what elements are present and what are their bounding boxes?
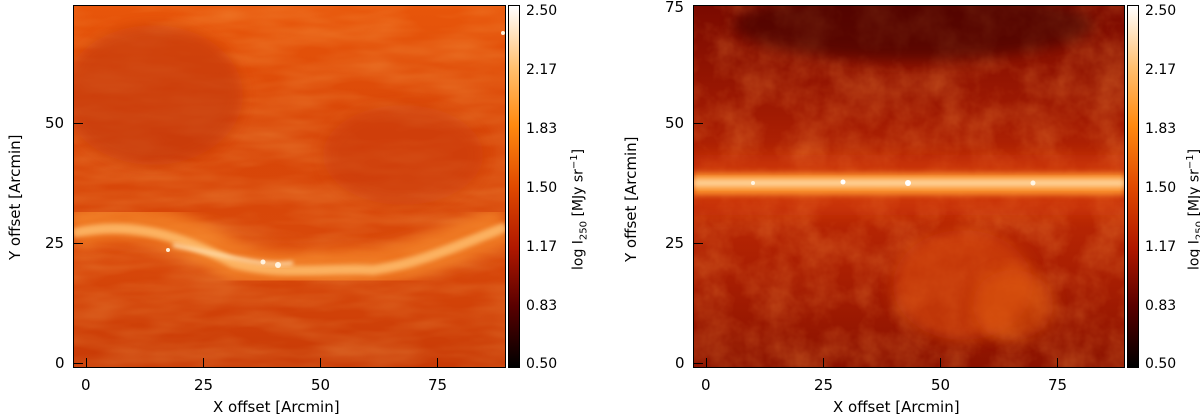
left-ytick-label: 25 <box>45 234 65 252</box>
left-colorbar-tick-label: 0.83 <box>526 298 558 314</box>
right-xtick-label: 25 <box>814 376 834 394</box>
colorbar-title-unit: [MJy sr <box>1186 169 1200 217</box>
left-xtick <box>203 358 204 368</box>
right-ytick-label: 0 <box>675 354 685 372</box>
left-x-axis-title: X offset [Arcmin] <box>213 398 340 416</box>
right-ytick-label: 25 <box>665 234 685 252</box>
left-colorbar <box>508 5 520 368</box>
left-colorbar-tick-label: 1.17 <box>526 239 558 255</box>
colorbar-title-end: ] <box>570 148 587 155</box>
colorbar-title-sup: −1 <box>569 154 580 170</box>
left-xtick <box>320 358 321 368</box>
left-colorbar-tick-label: 2.50 <box>526 3 558 19</box>
left-map-svg <box>73 5 506 368</box>
right-colorbar-tick-label: 0.50 <box>1145 356 1177 372</box>
left-ytick-label: 50 <box>45 114 65 132</box>
right-xtick <box>823 358 824 368</box>
right-colorbar <box>1127 5 1139 368</box>
right-colorbar-tick-label: 0.83 <box>1145 298 1177 314</box>
right-xtick-label: 75 <box>1048 376 1068 394</box>
right-ytick <box>693 243 703 244</box>
right-map-svg <box>693 5 1125 368</box>
colorbar-title-end: ] <box>1187 149 1200 154</box>
left-xtick-label: 0 <box>81 376 91 394</box>
colorbar-title-sub: 250 <box>1194 220 1200 241</box>
right-y-axis-title: Y offset [Arcmin] <box>622 136 640 262</box>
right-panel: 0 25 50 75 X offset [Arcmin] 0 25 50 75 … <box>600 0 1200 419</box>
right-xtick-label: 0 <box>701 376 711 394</box>
left-xtick <box>437 358 438 368</box>
left-ytick <box>73 123 83 124</box>
left-colorbar-tick-label: 1.83 <box>526 121 558 137</box>
left-xtick-label: 50 <box>311 376 331 394</box>
left-panel: 0 25 50 75 X offset [Arcmin] 0 25 50 Y o… <box>6 3 591 416</box>
left-colorbar-tick-label: 0.50 <box>526 356 558 372</box>
right-colorbar-tick-label: 1.50 <box>1145 180 1177 196</box>
left-colorbar-tick-label: 2.17 <box>526 62 558 78</box>
right-ytick <box>693 5 703 6</box>
right-xtick-label: 50 <box>931 376 951 394</box>
right-colorbar-tick-label: 2.50 <box>1145 3 1177 19</box>
right-map-image <box>693 5 1125 368</box>
right-colorbar-title: log I250 [MJy sr−1] <box>1184 149 1200 270</box>
colorbar-title-main: log I <box>1186 240 1200 270</box>
left-ytick-label: 0 <box>55 354 65 372</box>
right-ytick-label: 75 <box>665 0 685 16</box>
left-colorbar-tick-label: 1.50 <box>526 180 558 196</box>
right-colorbar-tick-label: 1.17 <box>1145 239 1177 255</box>
left-xtick-label: 25 <box>194 376 214 394</box>
colorbar-title-main: log I <box>570 240 587 270</box>
left-xtick <box>86 358 87 368</box>
right-x-axis-title: X offset [Arcmin] <box>833 398 960 416</box>
colorbar-title-sup: −1 <box>1185 154 1196 170</box>
right-colorbar-tick-label: 1.83 <box>1145 121 1177 137</box>
right-xtick <box>706 358 707 368</box>
left-xtick-label: 75 <box>428 376 448 394</box>
right-xtick <box>940 358 941 368</box>
right-ytick-label: 50 <box>665 114 685 132</box>
left-y-axis-title: Y offset [Arcmin] <box>6 134 24 260</box>
left-ytick <box>73 243 83 244</box>
right-colorbar-tick-label: 2.17 <box>1145 62 1177 78</box>
left-map-image <box>73 5 506 368</box>
right-xtick <box>1057 358 1058 368</box>
left-colorbar-title: log I250 [MJy sr−1] <box>568 149 591 270</box>
left-ytick <box>73 363 83 364</box>
colorbar-title-sub: 250 <box>578 220 590 241</box>
colorbar-title-unit: [MJy sr <box>570 169 587 221</box>
right-ytick <box>693 363 703 364</box>
right-ytick <box>693 123 703 124</box>
